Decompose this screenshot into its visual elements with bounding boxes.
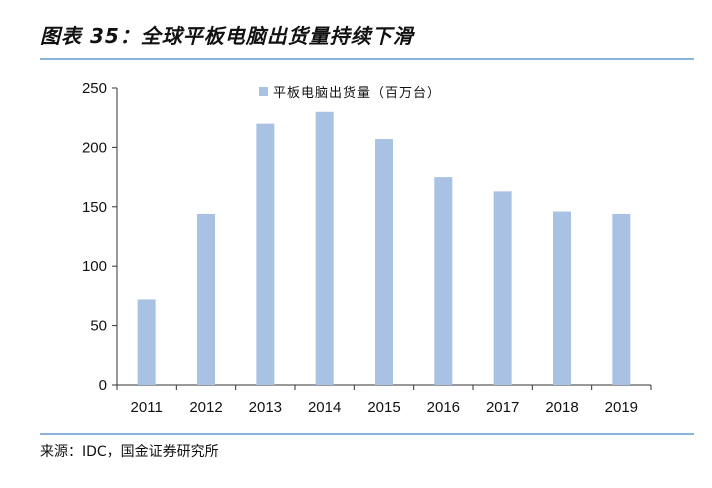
bar-2013 bbox=[256, 123, 275, 385]
x-tick-label: 2012 bbox=[189, 399, 222, 416]
y-tick-label: 250 bbox=[82, 80, 107, 97]
legend-swatch bbox=[259, 87, 268, 96]
x-tick-label: 2016 bbox=[427, 399, 460, 416]
bar-2018 bbox=[553, 211, 571, 385]
legend: 平板电脑出货量（百万台） bbox=[259, 85, 441, 101]
x-tick-label: 2013 bbox=[249, 399, 282, 416]
bottom-rule bbox=[40, 433, 694, 435]
y-tick-label: 150 bbox=[82, 199, 107, 216]
x-tick-label: 2011 bbox=[131, 399, 163, 416]
x-tick-label: 2015 bbox=[367, 399, 400, 416]
bar-2017 bbox=[493, 191, 512, 385]
bar-2014 bbox=[315, 111, 334, 385]
x-tick-label: 2014 bbox=[308, 399, 341, 416]
x-tick-label: 2019 bbox=[605, 399, 638, 416]
bar-2015 bbox=[375, 139, 393, 385]
source-note: 来源：IDC，国金证券研究所 bbox=[40, 444, 219, 460]
y-tick-label: 100 bbox=[82, 258, 107, 275]
legend-label: 平板电脑出货量（百万台） bbox=[273, 85, 441, 101]
y-tick-label: 50 bbox=[90, 318, 107, 335]
y-axis: 0 50 100 150 200 250 bbox=[82, 80, 118, 394]
bars bbox=[137, 111, 631, 385]
bar-2019 bbox=[612, 213, 631, 385]
y-tick-label: 200 bbox=[82, 139, 107, 156]
x-tick-label: 2018 bbox=[545, 399, 578, 416]
y-tick-label: 0 bbox=[99, 377, 107, 394]
bar-2016 bbox=[434, 177, 453, 385]
x-axis: 2011 2012 2013 2014 2015 2016 2017 2018 2019 bbox=[116, 384, 652, 416]
figure-title: 图表 35：全球平板电脑出货量持续下滑 bbox=[40, 24, 414, 48]
x-tick-label: 2017 bbox=[486, 399, 519, 416]
top-rule bbox=[40, 58, 694, 60]
bar-2011 bbox=[137, 299, 156, 385]
bar-2012 bbox=[197, 213, 215, 385]
